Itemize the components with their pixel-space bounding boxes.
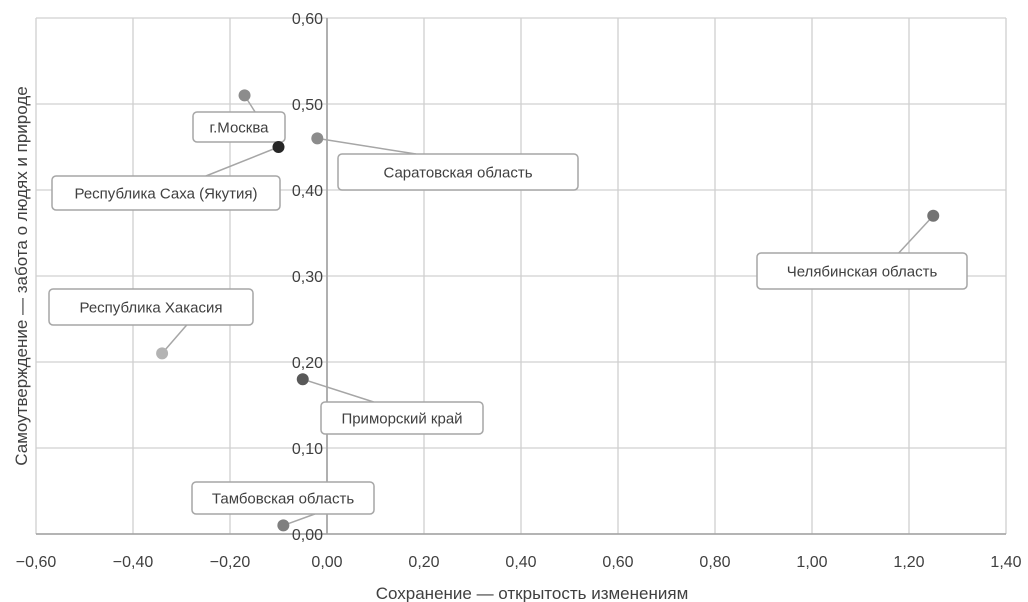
- x-tick-label: 1,20: [893, 554, 924, 571]
- axes: [36, 18, 1006, 535]
- y-tick-label: 0,10: [292, 441, 323, 458]
- x-tick-label: −0,60: [16, 554, 57, 571]
- leader-line: [317, 137, 417, 155]
- data-label-text: Приморский край: [341, 411, 462, 428]
- data-point: [272, 141, 285, 153]
- data-point: [927, 209, 940, 222]
- data-label: Республика Саха (Якутия): [51, 175, 281, 211]
- leader-line: [302, 378, 374, 403]
- data-label-text: Челябинская область: [787, 264, 938, 281]
- data-label-box: [756, 252, 968, 290]
- y-tick-label: 0,50: [292, 97, 323, 114]
- x-tick-label: 1,00: [796, 554, 827, 571]
- data-labels: г.Москва Республика Саха (Якутия) Саратовс…: [48, 111, 968, 515]
- y-tick-label: 0,20: [292, 355, 323, 372]
- x-tick-label: −0,40: [113, 554, 154, 571]
- data-point: [311, 132, 324, 145]
- data-label: Республика Хакасия: [48, 288, 254, 326]
- data-label-box: [191, 481, 375, 515]
- x-tick-label: 0,20: [408, 554, 439, 571]
- data-label-text: Тамбовская область: [212, 491, 354, 508]
- x-tick-label: 0,60: [602, 554, 633, 571]
- data-label: Приморский край: [320, 401, 484, 435]
- y-axis-title: Самоутверждение — забота о людях и приро…: [12, 86, 31, 465]
- data-label: Саратовская область: [337, 153, 579, 191]
- tick-labels: −0,60 −0,40 −0,20 0,00 0,20 0,40 0,60 0,80 1,00 1…: [16, 11, 1022, 571]
- data-point: [277, 519, 290, 532]
- data-label-box: [51, 175, 281, 211]
- data-label: Тамбовская область: [191, 481, 375, 515]
- data-point: [296, 373, 309, 386]
- data-label-text: Республика Саха (Якутия): [74, 186, 257, 203]
- data-point: [238, 89, 251, 102]
- data-points: [156, 89, 940, 532]
- data-label-box: [320, 401, 484, 435]
- y-tick-label: 0,30: [292, 269, 323, 286]
- data-label-text: г.Москва: [209, 120, 269, 137]
- y-tick-label: 0,40: [292, 183, 323, 200]
- y-tick-label: 0,60: [292, 11, 323, 28]
- data-label-text: Республика Хакасия: [79, 300, 222, 317]
- x-tick-label: −0,20: [210, 554, 251, 571]
- leader-line: [161, 324, 188, 354]
- data-label-box: [48, 288, 254, 326]
- x-tick-label: 0,80: [699, 554, 730, 571]
- leader-line: [898, 215, 934, 254]
- x-tick-label: 0,40: [505, 554, 536, 571]
- data-label-box: [337, 153, 579, 191]
- data-point: [156, 347, 169, 360]
- x-axis-title: Сохранение — открытость изменениям: [376, 584, 689, 602]
- x-tick-label: 0,00: [311, 554, 342, 571]
- data-label-text: Саратовская область: [383, 165, 532, 182]
- x-tick-label: 1,40: [990, 554, 1021, 571]
- y-tick-label: 0,00: [292, 527, 323, 544]
- data-label: г.Москва: [192, 111, 286, 143]
- data-label: Челябинская область: [756, 252, 968, 290]
- leader-line: [205, 146, 279, 177]
- data-label-box: [192, 111, 286, 143]
